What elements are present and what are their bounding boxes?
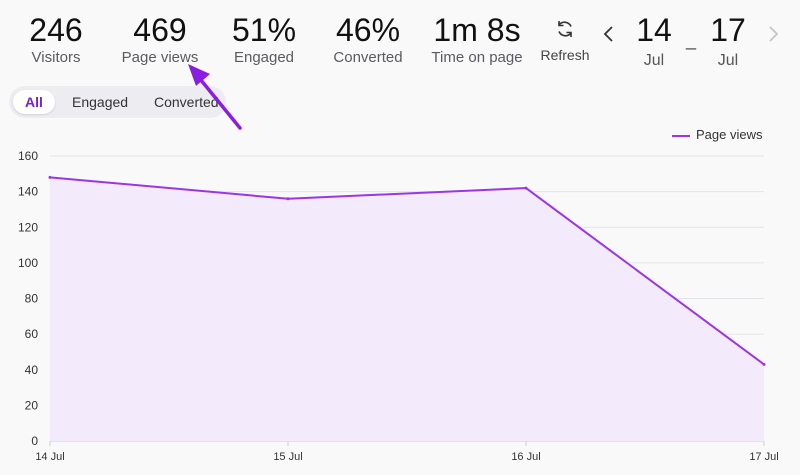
stat-label: Visitors (31, 49, 81, 66)
stat-label: Page views (121, 49, 199, 66)
y-tick-label: 40 (25, 363, 39, 377)
stat-value: 1m 8s (433, 12, 521, 48)
legend-label: Page views (696, 127, 763, 142)
stat-converted[interactable]: 46% Converted (330, 12, 406, 67)
stat-visitors[interactable]: 246 Visitors (26, 12, 86, 67)
x-tick-label: 17 Jul (749, 451, 778, 463)
y-tick-label: 80 (25, 292, 39, 306)
x-tick-label: 16 Jul (511, 451, 540, 463)
x-tick-label: 14 Jul (35, 451, 64, 463)
legend-swatch (672, 134, 690, 137)
data-point (524, 186, 528, 190)
next-range-button[interactable] (763, 22, 783, 46)
stat-value: 469 (133, 12, 187, 48)
stat-label: Converted (333, 49, 403, 66)
series-area-page-views (50, 177, 764, 441)
data-point (762, 362, 766, 366)
stat-value: 46% (335, 12, 401, 48)
x-tick-label: 15 Jul (273, 451, 302, 463)
y-tick-label: 140 (18, 185, 38, 199)
previous-range-button[interactable] (599, 22, 619, 46)
stat-value: 51% (231, 12, 297, 48)
y-tick-label: 20 (25, 398, 39, 412)
date-start[interactable]: 14 Jul (624, 12, 684, 70)
stat-label: Time on page (431, 49, 523, 66)
date-start-month: Jul (643, 52, 665, 69)
y-tick-label: 100 (18, 256, 38, 270)
stat-time-on-page[interactable]: 1m 8s Time on page (428, 12, 526, 67)
y-tick-label: 0 (31, 434, 38, 448)
y-tick-label: 60 (25, 327, 39, 341)
tab-all[interactable]: All (13, 90, 55, 114)
chevron-right-icon (769, 26, 779, 42)
refresh-button[interactable]: Refresh (537, 18, 593, 63)
chart-legend[interactable]: Page views (672, 127, 762, 142)
date-end-month: Jul (717, 52, 739, 69)
date-end-day: 17 (710, 12, 746, 48)
y-tick-label: 120 (18, 220, 38, 234)
refresh-icon (558, 21, 572, 37)
stat-label: Engaged (233, 49, 295, 66)
tab-engaged[interactable]: Engaged (72, 94, 129, 110)
data-point (48, 175, 52, 179)
data-point (286, 197, 290, 201)
stats-bar: 246 Visitors 469 Page views 51% Engaged … (0, 0, 800, 80)
series-line-page-views (49, 176, 765, 366)
stat-engaged[interactable]: 51% Engaged (228, 12, 300, 67)
y-tick-label: 160 (18, 149, 38, 163)
stat-page-views[interactable]: 469 Page views (118, 12, 202, 67)
date-end[interactable]: 17 Jul (698, 12, 758, 70)
filter-tabs: All Engaged Converted (9, 86, 226, 118)
stat-value: 246 (29, 12, 83, 48)
chevron-left-icon (603, 26, 613, 42)
refresh-label: Refresh (540, 47, 590, 63)
date-separator: _ (686, 30, 697, 50)
date-start-day: 14 (636, 12, 672, 48)
